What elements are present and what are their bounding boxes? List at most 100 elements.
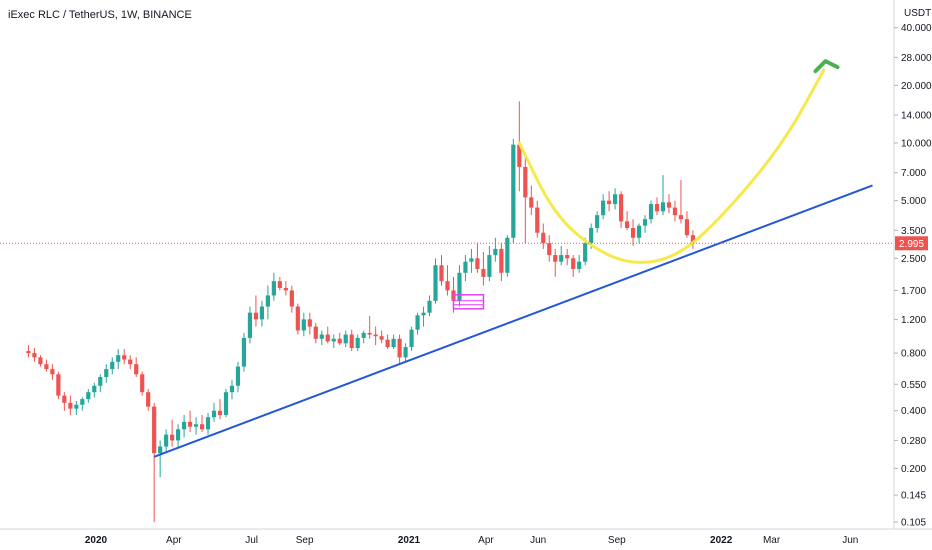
drawings xyxy=(0,59,894,458)
candle-body xyxy=(128,359,133,365)
candle-body xyxy=(355,337,360,349)
time-tick-label: 2020 xyxy=(85,535,108,546)
candle xyxy=(624,211,630,231)
candle-body xyxy=(211,410,217,418)
candle-body xyxy=(74,404,79,409)
candle-body xyxy=(164,434,169,447)
candle xyxy=(499,243,504,282)
candle-body xyxy=(379,336,384,340)
candle xyxy=(313,322,318,344)
cup-curve xyxy=(517,68,826,264)
candle xyxy=(74,400,79,416)
candle-body xyxy=(607,200,612,205)
candle-body xyxy=(613,194,618,205)
candle xyxy=(565,248,570,266)
candle xyxy=(271,272,276,301)
candle xyxy=(116,349,121,370)
price-axis[interactable]: 40.000 28.000 20.000 14.000 10.000 7.000 5.000… xyxy=(894,23,932,529)
candle xyxy=(421,306,426,327)
chart-title: iExec RLC / TetherUS, 1W, BINANCE xyxy=(8,9,192,21)
time-tick-label: Jun xyxy=(530,535,546,546)
candle-body xyxy=(277,281,282,288)
candle xyxy=(337,332,342,346)
candle-body xyxy=(104,369,109,378)
price-tick-label: 3.500 xyxy=(901,226,926,237)
candle-body xyxy=(146,392,151,407)
time-tick-label: Jul xyxy=(245,535,258,546)
candle xyxy=(211,402,217,422)
time-tick-label: Apr xyxy=(478,535,494,546)
candle xyxy=(660,175,666,216)
candle-body xyxy=(457,272,462,301)
candle-body xyxy=(499,248,504,273)
candle-body xyxy=(553,255,558,262)
candle xyxy=(690,230,696,249)
candle xyxy=(283,281,288,296)
candle-body xyxy=(86,392,91,400)
candle xyxy=(349,329,354,352)
candle-body xyxy=(367,332,372,335)
price-tick-label: 0.800 xyxy=(901,349,926,360)
candle-body xyxy=(187,421,193,427)
candle-body xyxy=(361,332,366,338)
candle-body xyxy=(415,315,420,330)
candle-body xyxy=(523,166,528,198)
candle xyxy=(541,223,546,249)
candle xyxy=(38,355,43,367)
currency-label: USDT xyxy=(904,8,931,19)
candle xyxy=(684,211,690,238)
candle xyxy=(80,397,85,411)
candle xyxy=(487,245,492,282)
candle-body xyxy=(62,395,67,403)
candle-body xyxy=(601,200,606,216)
candle xyxy=(654,197,660,216)
candle-body xyxy=(199,424,205,430)
candle xyxy=(146,388,151,411)
candle xyxy=(607,191,612,212)
candle-body xyxy=(56,374,61,396)
candle-body xyxy=(217,410,223,416)
candle xyxy=(170,419,175,447)
candle-body xyxy=(265,295,270,307)
candle xyxy=(367,315,372,339)
candle xyxy=(415,312,420,335)
candle xyxy=(253,295,259,327)
arrow-head xyxy=(813,59,840,74)
candle-body xyxy=(666,202,672,208)
candle xyxy=(199,415,205,432)
time-tick-label: Sep xyxy=(608,535,626,546)
candle xyxy=(289,285,294,313)
candle xyxy=(457,265,462,307)
price-tick-label: 1.700 xyxy=(901,286,926,297)
candle xyxy=(104,364,109,383)
candle-body xyxy=(32,353,37,358)
candle xyxy=(193,417,199,435)
price-tick-label: 14.000 xyxy=(901,111,932,122)
candle-body xyxy=(122,355,127,360)
candle-body xyxy=(343,334,348,344)
time-axis[interactable]: 2020 Apr Jul Sep 2021 Apr Jun Sep 2022 Mar Jun xyxy=(85,535,858,546)
candle xyxy=(56,371,61,400)
candle-body xyxy=(271,281,276,296)
candle-body xyxy=(235,366,241,386)
candle-body xyxy=(313,326,318,339)
time-tick-label: Sep xyxy=(296,535,314,546)
candle xyxy=(439,255,444,286)
candle-body xyxy=(140,374,145,393)
price-tick-label: 7.000 xyxy=(901,168,926,179)
candle xyxy=(259,300,265,327)
candle xyxy=(247,306,253,344)
candle xyxy=(427,295,432,316)
candle-body xyxy=(253,312,259,320)
price-tick-label: 28.000 xyxy=(901,53,932,64)
candle xyxy=(618,191,624,228)
candle xyxy=(636,223,642,244)
price-tick-label: 0.400 xyxy=(901,406,926,417)
candle-body xyxy=(391,338,396,348)
candle-body xyxy=(636,225,642,238)
candle-body xyxy=(439,265,444,282)
candle xyxy=(331,334,336,349)
price-tick-label: 1.200 xyxy=(901,315,926,326)
candle xyxy=(176,424,181,447)
